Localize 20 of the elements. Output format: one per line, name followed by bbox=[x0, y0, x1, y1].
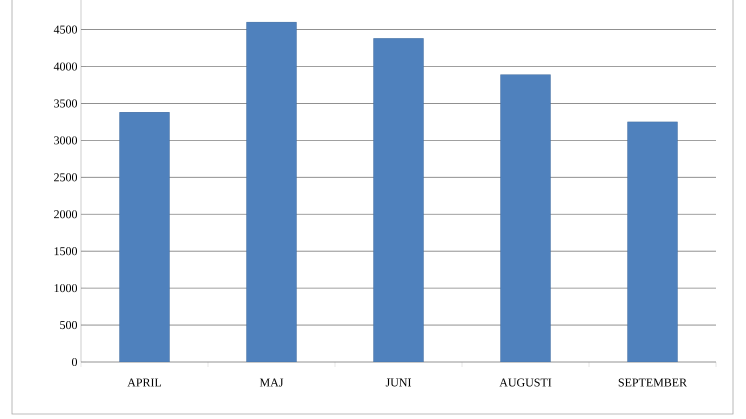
y-tick-label: 4000 bbox=[54, 62, 78, 71]
bar bbox=[373, 38, 424, 362]
y-tick-label: 0 bbox=[72, 358, 78, 366]
x-tick-label: JUNI bbox=[386, 378, 412, 386]
y-tick-label: 1000 bbox=[54, 284, 78, 292]
bar bbox=[627, 122, 678, 362]
bar bbox=[500, 74, 551, 362]
y-tick-label: 4500 bbox=[54, 26, 78, 34]
x-tick-label: SEPTEMBER bbox=[618, 378, 688, 387]
x-tick-label: MAJ bbox=[260, 378, 284, 387]
y-tick-label: 2500 bbox=[54, 173, 78, 182]
x-tick-label: APRIL bbox=[127, 378, 162, 386]
y-tick-label: 2000 bbox=[54, 210, 78, 218]
x-tick-label: AUGUSTI bbox=[499, 378, 552, 387]
y-tick-label: 500 bbox=[60, 321, 78, 330]
y-tick-label: 3000 bbox=[54, 136, 78, 144]
y-tick-label: 1500 bbox=[54, 247, 78, 256]
y-tick-label: 3500 bbox=[54, 99, 78, 108]
bar bbox=[246, 22, 297, 362]
bar bbox=[119, 112, 170, 362]
